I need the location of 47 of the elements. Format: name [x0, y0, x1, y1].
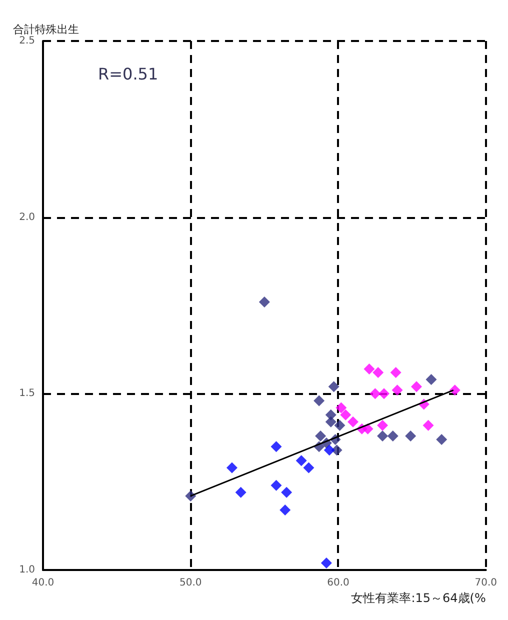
x-axis-title: 女性有業率:15～64歳(%: [351, 591, 486, 605]
x-tick-label: 40.0: [32, 578, 54, 588]
y-tick-label: 2.0: [19, 212, 35, 223]
point: [362, 423, 374, 434]
point: [449, 384, 460, 396]
point: [377, 430, 388, 442]
point: [336, 402, 347, 414]
point: [340, 409, 352, 420]
point: [370, 388, 381, 400]
point: [270, 441, 282, 452]
point: [372, 367, 384, 378]
point: [226, 462, 238, 474]
point: [410, 381, 422, 392]
y-tick-label: 2.5: [19, 36, 35, 46]
x-tick-label: 70.0: [474, 578, 497, 588]
point: [280, 504, 291, 516]
point: [426, 374, 437, 386]
point: [235, 486, 246, 498]
x-tick-label: 50.0: [179, 578, 202, 588]
point: [328, 381, 340, 392]
point: [405, 430, 416, 442]
point: [314, 395, 325, 406]
point: [325, 416, 336, 428]
y-tick-label: 1.0: [19, 564, 35, 576]
y-tick-label: 1.5: [19, 388, 35, 400]
point: [378, 388, 390, 400]
point: [303, 462, 314, 474]
point: [296, 455, 307, 466]
point: [348, 416, 359, 428]
point: [364, 363, 375, 374]
point: [392, 384, 403, 396]
point: [315, 430, 326, 442]
point: [320, 557, 332, 568]
point: [377, 420, 388, 431]
point: [334, 420, 346, 431]
point: [281, 486, 292, 498]
point: [422, 420, 434, 431]
point: [270, 480, 282, 491]
point: [436, 434, 448, 446]
point: [258, 296, 270, 308]
point: [324, 444, 335, 456]
point: [331, 444, 342, 456]
point: [390, 367, 402, 378]
y-axis-title: 合計特殊出生: [13, 23, 79, 36]
point: [387, 430, 398, 442]
annotation: R=0.51: [98, 64, 158, 84]
x-tick-label: 60.0: [327, 578, 350, 588]
